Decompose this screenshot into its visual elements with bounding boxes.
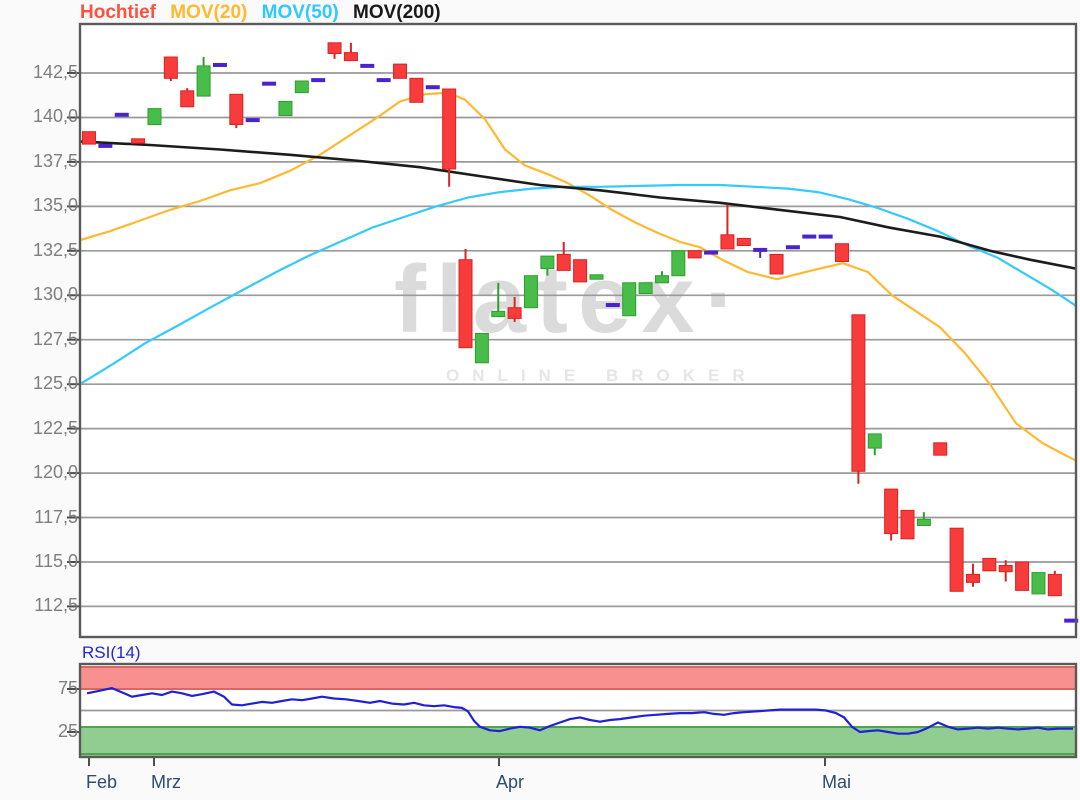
legend-item-mov200[interactable]: MOV(200) [353, 2, 441, 23]
legend-item-mov50[interactable]: MOV(50) [261, 2, 339, 23]
y-axis-label: 135,0 [32, 195, 78, 216]
y-axis-label: 125,0 [32, 373, 78, 394]
y-axis-label: 120,0 [32, 462, 78, 483]
rsi-level-label-75: 75 [57, 678, 78, 698]
x-axis-label-feb: Feb [86, 772, 118, 792]
x-axis-label-mai: Mai [822, 772, 852, 792]
legend-item-hochtief[interactable]: Hochtief [80, 2, 156, 23]
rsi-line [86, 686, 1073, 735]
panel-borders [78, 22, 1078, 759]
y-axis-label: 112,5 [34, 595, 78, 616]
main-gridlines [81, 72, 1075, 608]
legend-item-mov20[interactable]: MOV(20) [170, 2, 248, 23]
y-axis-label: 142,5 [32, 62, 78, 82]
flatex-watermark-tagline: ONLINE BROKER [446, 366, 758, 385]
y-axis-label: 137,5 [32, 150, 78, 171]
axis-ticks [67, 72, 826, 766]
legend: Hochtief MOV(20) MOV(50) MOV(200) [80, 2, 450, 24]
y-axis-label: 117,5 [34, 506, 78, 527]
y-axis-label: 127,5 [32, 328, 78, 349]
y-axis-label: 132,5 [32, 239, 78, 260]
y-axis-label: 115,0 [34, 550, 78, 571]
x-axis-label-mrz: Mrz [151, 772, 181, 792]
rsi-level-label-25: 25 [57, 721, 78, 741]
moving-average-lines [81, 91, 1075, 462]
x-axis-label-apr: Apr [496, 772, 525, 792]
rsi-indicator-label[interactable]: RSI(14) [82, 643, 141, 662]
rsi-bands [81, 666, 1075, 756]
y-axis-label: 122,5 [32, 417, 78, 438]
y-axis-label: 140,0 [32, 106, 78, 127]
y-axis-label: 130,0 [32, 284, 78, 305]
candlesticks [82, 42, 1079, 623]
